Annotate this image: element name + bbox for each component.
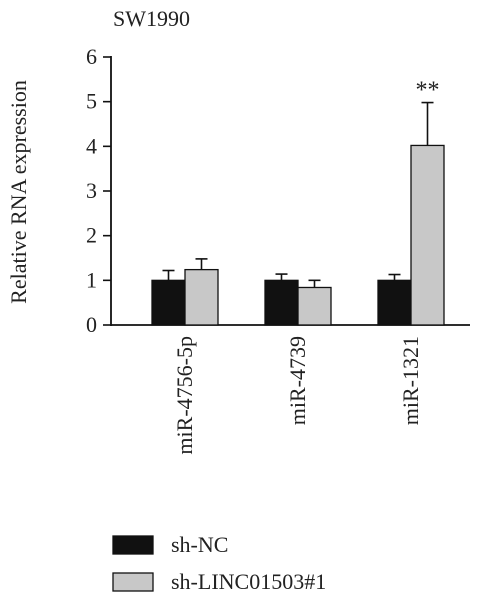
- bar-sh-nc-2: [377, 279, 412, 326]
- bar-sh-nc-0: [151, 279, 186, 326]
- significance-annotation: **: [416, 78, 440, 104]
- chart-title: SW1990: [113, 6, 190, 31]
- bar-sh-nc-1: [264, 279, 299, 326]
- bar-sh-linc01503-1-0: [184, 268, 219, 326]
- legend-swatch: [112, 535, 154, 555]
- legend-label: sh-NC: [171, 532, 228, 557]
- legend-label: sh-LINC01503#1: [171, 569, 326, 594]
- y-tick-label: 2: [86, 223, 97, 248]
- legend-swatch: [112, 572, 154, 592]
- bar-sh-linc01503-1-2: [410, 144, 445, 326]
- y-tick-label: 3: [86, 178, 97, 203]
- x-tick-label: miR-4739: [285, 336, 310, 425]
- x-tick-label: miR-4756-5p: [172, 336, 197, 455]
- y-tick-label: 6: [86, 44, 97, 69]
- y-tick-label: 1: [86, 267, 97, 292]
- x-tick-label: miR-1321: [398, 336, 423, 425]
- y-tick-label: 0: [86, 312, 97, 337]
- y-tick-label: 4: [86, 133, 97, 158]
- y-axis-label: Relative RNA expression: [6, 80, 31, 304]
- y-tick-label: 5: [86, 89, 97, 114]
- bar-sh-linc01503-1-1: [297, 286, 332, 326]
